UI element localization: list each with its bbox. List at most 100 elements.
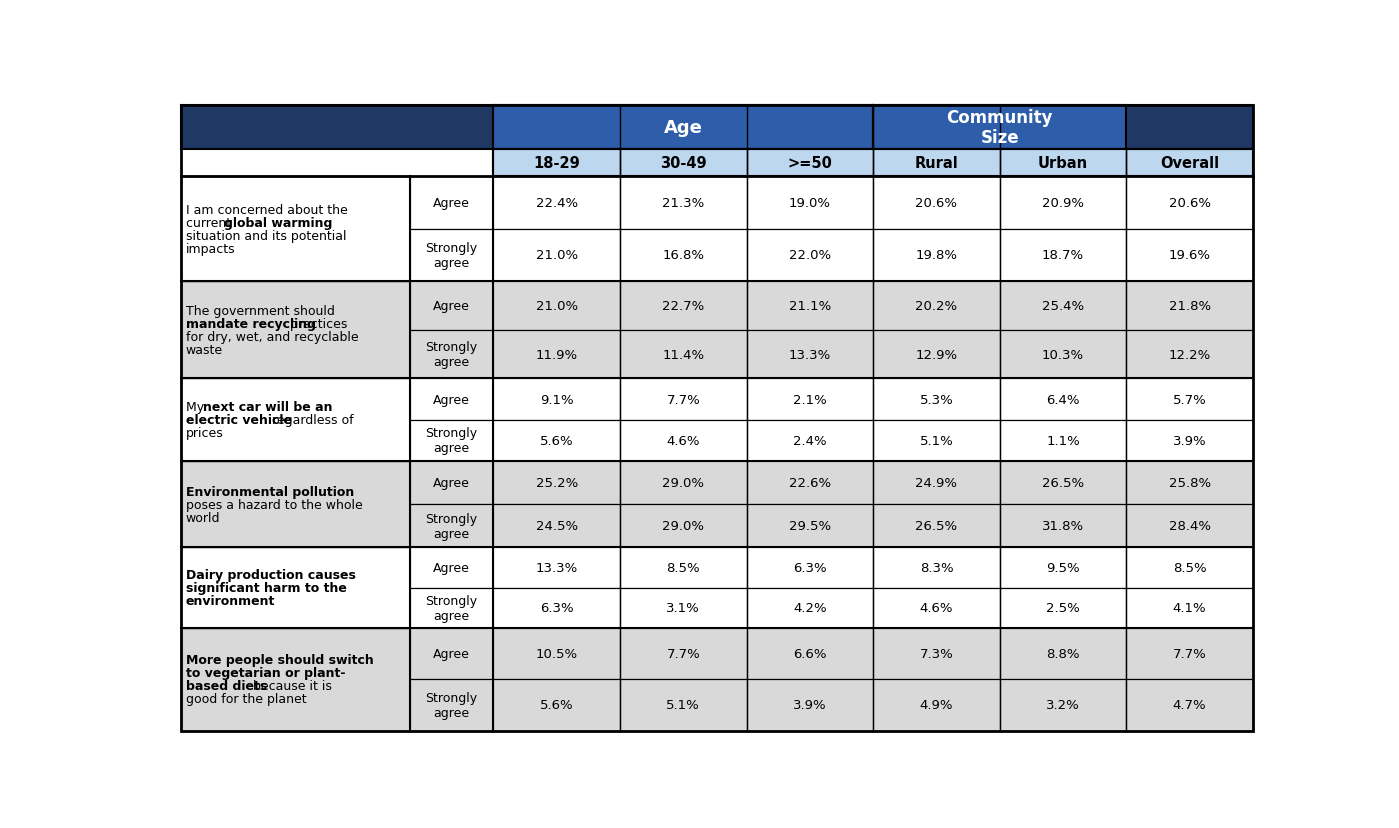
Text: 26.5%: 26.5%: [915, 520, 957, 532]
Text: 11.9%: 11.9%: [536, 348, 578, 361]
Bar: [620, 628, 747, 680]
Bar: [747, 282, 873, 330]
Text: 8.3%: 8.3%: [919, 561, 953, 575]
Bar: [620, 421, 747, 462]
Text: 24.5%: 24.5%: [536, 520, 578, 532]
Text: 12.9%: 12.9%: [915, 348, 957, 361]
Bar: [180, 379, 410, 462]
Bar: [410, 177, 494, 229]
Bar: [620, 588, 747, 628]
Text: 11.4%: 11.4%: [662, 348, 704, 361]
Text: Strongly
agree: Strongly agree: [425, 594, 477, 622]
Bar: [747, 229, 873, 282]
Bar: [494, 177, 620, 229]
Text: world: world: [186, 511, 220, 524]
Bar: [747, 177, 873, 229]
Text: 21.0%: 21.0%: [536, 249, 578, 262]
Text: 18-29: 18-29: [533, 156, 581, 171]
Bar: [494, 680, 620, 731]
Text: 5.7%: 5.7%: [1172, 393, 1206, 406]
Bar: [180, 547, 410, 628]
Text: 25.2%: 25.2%: [536, 477, 578, 489]
Text: 2.1%: 2.1%: [793, 393, 827, 406]
Text: 31.8%: 31.8%: [1042, 520, 1084, 532]
Text: regardless of: regardless of: [267, 414, 354, 426]
Text: 5.3%: 5.3%: [919, 393, 953, 406]
Text: Strongly
agree: Strongly agree: [425, 340, 477, 368]
Bar: [1000, 282, 1126, 330]
Bar: [494, 547, 620, 588]
Bar: [1126, 229, 1254, 282]
Text: >=50: >=50: [788, 156, 832, 171]
Text: 19.8%: 19.8%: [915, 249, 957, 262]
Text: 6.4%: 6.4%: [1046, 393, 1080, 406]
Text: electric vehicle: electric vehicle: [186, 414, 292, 426]
Text: 21.1%: 21.1%: [789, 300, 831, 313]
Text: 3.9%: 3.9%: [793, 699, 827, 711]
Text: 10.5%: 10.5%: [536, 647, 578, 660]
Bar: [1126, 379, 1254, 421]
Text: 21.8%: 21.8%: [1168, 300, 1210, 313]
Bar: [873, 504, 1000, 547]
Bar: [494, 330, 620, 379]
Text: Dairy production causes: Dairy production causes: [186, 569, 355, 581]
Bar: [747, 379, 873, 421]
Bar: [747, 547, 873, 588]
Text: 25.8%: 25.8%: [1168, 477, 1210, 489]
Bar: [1126, 462, 1254, 504]
Text: to vegetarian or plant-: to vegetarian or plant-: [186, 667, 346, 680]
Text: Rural: Rural: [915, 156, 958, 171]
Text: Overall: Overall: [1160, 156, 1219, 171]
Text: mandate recycling: mandate recycling: [186, 317, 316, 330]
Bar: [620, 462, 747, 504]
Text: impacts: impacts: [186, 243, 235, 255]
Bar: [410, 547, 494, 588]
Text: 20.6%: 20.6%: [915, 197, 957, 209]
Text: next car will be an: next car will be an: [203, 401, 333, 414]
Text: 22.0%: 22.0%: [789, 249, 831, 262]
Bar: [620, 504, 747, 547]
Bar: [410, 421, 494, 462]
Text: Strongly
agree: Strongly agree: [425, 513, 477, 540]
Bar: [1126, 547, 1254, 588]
Bar: [1000, 504, 1126, 547]
Bar: [1126, 588, 1254, 628]
Text: 30-49: 30-49: [660, 156, 706, 171]
Bar: [873, 421, 1000, 462]
Text: current: current: [186, 216, 235, 229]
Text: 16.8%: 16.8%: [662, 249, 704, 262]
Bar: [1126, 504, 1254, 547]
Text: 3.1%: 3.1%: [666, 602, 700, 614]
Bar: [620, 330, 747, 379]
Bar: [747, 330, 873, 379]
Bar: [410, 628, 494, 680]
Bar: [873, 547, 1000, 588]
Text: 7.3%: 7.3%: [919, 647, 953, 660]
Bar: [1000, 588, 1126, 628]
Text: Age: Age: [665, 119, 702, 137]
Bar: [410, 282, 494, 330]
Text: 3.2%: 3.2%: [1046, 699, 1080, 711]
Text: prices: prices: [186, 426, 224, 440]
Bar: [1126, 330, 1254, 379]
Bar: [620, 379, 747, 421]
Text: Agree: Agree: [434, 647, 470, 660]
Bar: [873, 379, 1000, 421]
Bar: [1126, 177, 1254, 229]
Text: 3.9%: 3.9%: [1172, 435, 1206, 447]
Text: 4.6%: 4.6%: [919, 602, 953, 614]
Text: Strongly
agree: Strongly agree: [425, 242, 477, 270]
Text: 20.6%: 20.6%: [1168, 197, 1210, 209]
Bar: [410, 330, 494, 379]
Bar: [494, 150, 1254, 177]
Text: 12.2%: 12.2%: [1168, 348, 1210, 361]
Text: Agree: Agree: [434, 393, 470, 406]
Bar: [873, 588, 1000, 628]
Bar: [1000, 462, 1126, 504]
Bar: [410, 229, 494, 282]
Text: 22.6%: 22.6%: [789, 477, 831, 489]
Text: 5.6%: 5.6%: [540, 435, 574, 447]
Bar: [410, 462, 494, 504]
Bar: [1000, 379, 1126, 421]
Text: waste: waste: [186, 344, 222, 356]
